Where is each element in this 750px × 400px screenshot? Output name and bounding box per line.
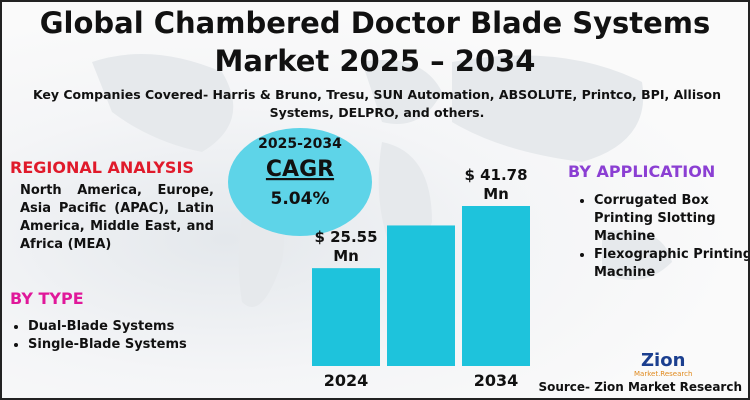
x-tick-label: 2024 (324, 371, 369, 390)
application-item: Corrugated Box Printing Slotting Machine (594, 192, 748, 246)
value-label: $ 41.78 Mn (464, 166, 527, 203)
title: Global Chambered Doctor Blade Systems Ma… (39, 6, 711, 78)
cagr-badge (228, 128, 372, 236)
cagr-label: CAGR (266, 157, 334, 182)
subtitle: Key Companies Covered- Harris & Bruno, T… (32, 87, 722, 120)
bar (462, 206, 530, 366)
regional-text: North America, Europe, Asia Pacific (APA… (20, 183, 214, 252)
bar (312, 268, 380, 366)
type-list: Dual-Blade Systems Single-Blade Systems (6, 318, 187, 354)
x-tick-label: 2034 (474, 371, 519, 390)
source: Source- Zion Market Research (538, 380, 742, 394)
type-item: Dual-Blade Systems (28, 318, 187, 336)
type-item: Single-Blade Systems (28, 336, 187, 354)
value-label: $ 25.55 Mn (314, 228, 377, 265)
logo-name: Zion (641, 350, 686, 371)
type-heading: BY TYPE (10, 289, 84, 308)
bar (387, 225, 455, 366)
logo-tagline: Market.Research (634, 370, 693, 378)
logo: Zion Market.Research (634, 350, 693, 379)
application-item: Flexographic Printing Machine (594, 246, 748, 282)
application-heading: BY APPLICATION (568, 162, 716, 181)
cagr-period: 2025-2034 (258, 136, 342, 152)
application-list: Corrugated Box Printing Slotting Machine… (572, 192, 748, 282)
regional-heading: REGIONAL ANALYSIS (10, 158, 194, 177)
cagr-value: 5.04% (271, 189, 330, 209)
